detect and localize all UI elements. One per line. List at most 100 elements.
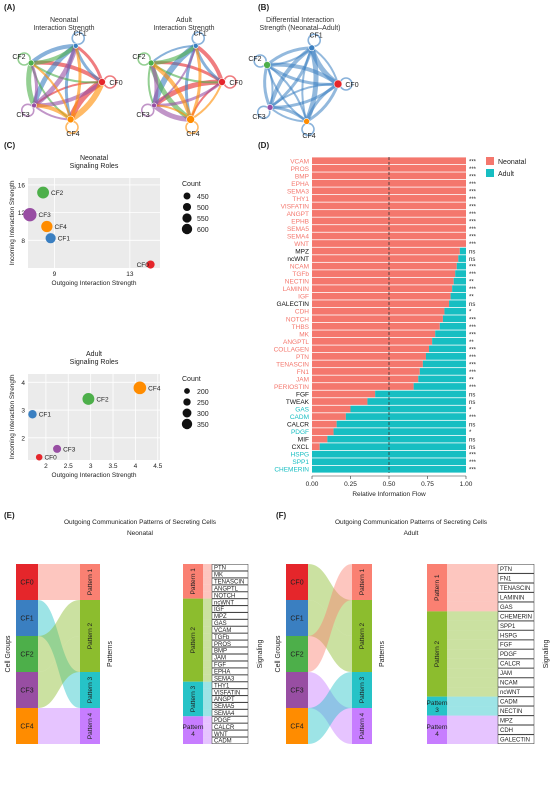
scatter-point-label: CF0	[44, 455, 57, 462]
sankey-pattern-node	[183, 598, 203, 682]
bar-segment-adult	[345, 413, 466, 420]
sankey-cell-group-label: CF2	[20, 652, 33, 659]
bar-significance-label: ***	[469, 460, 477, 466]
sankey-signal-flow	[447, 668, 498, 678]
bar-significance-label: ns	[469, 302, 475, 308]
bar-segment-adult	[449, 300, 466, 308]
sankey-signal-box	[211, 605, 249, 613]
sankey-pattern-label: Pattern 4	[87, 712, 94, 739]
bar-segment-neonatal	[312, 277, 454, 285]
bar-category-label: SEMA4	[287, 234, 309, 241]
bar-significance-label: **	[469, 377, 474, 383]
bar-x-tick: 0.00	[306, 481, 319, 488]
network-node-cf4	[186, 115, 195, 124]
network-self-loop	[256, 105, 271, 120]
bar-segment-neonatal	[312, 202, 466, 210]
bar-significance-label: ns	[469, 257, 475, 263]
bar-category-label: EPHB	[291, 218, 309, 225]
scatter-title: Signaling Roles	[70, 359, 119, 366]
sankey-subtitle: Neonatal	[127, 530, 154, 537]
bar-legend-swatch	[486, 169, 494, 177]
sankey-cell-group-label: CF1	[290, 616, 303, 623]
network-self-loop	[71, 31, 86, 46]
network-edge	[67, 79, 105, 123]
scatter-legend-title: Count	[182, 376, 201, 383]
sankey-signal-box	[497, 734, 535, 744]
bar-significance-label: ***	[469, 317, 477, 323]
bar-category-label: VCAM	[290, 158, 309, 165]
network-node-label: CF3	[16, 112, 29, 119]
scatter-y-tick: 8	[21, 238, 25, 245]
network-self-loop	[20, 103, 35, 118]
sankey-subtitle: Adult	[404, 530, 419, 537]
sankey-signal-flow	[203, 695, 212, 703]
bar-category-label: TWEAK	[286, 399, 310, 406]
sankey-signal-box	[497, 582, 535, 593]
bar-category-label: EPHA	[291, 181, 309, 188]
scatter-legend-label: 500	[197, 205, 209, 212]
sankey-signal-flow	[447, 592, 498, 602]
sankey-signal-box	[211, 702, 249, 710]
sankey-signal-label: GAS	[214, 621, 227, 627]
sankey-pattern-node	[352, 708, 372, 744]
network-self-loop	[140, 103, 155, 118]
bar-x-label: Relative Information Flow	[352, 491, 426, 498]
sankey-signal-label: PTN	[214, 566, 226, 572]
sankey-pattern-label: 3	[435, 707, 439, 714]
network-edge	[74, 44, 104, 84]
network-self-loop	[137, 52, 151, 66]
sankey-signal-flow	[203, 688, 212, 696]
sankey-signal-flow	[203, 654, 212, 661]
bar-segment-neonatal	[312, 292, 451, 300]
scatter-point-label: CF0	[137, 262, 150, 269]
bar-significance-label: ***	[469, 242, 477, 248]
sankey-title: Outgoing Communication Patterns of Secre…	[64, 519, 217, 526]
sankey-signal-box	[211, 626, 249, 634]
network-node-cf2	[147, 59, 155, 67]
bar-segment-adult	[350, 405, 466, 413]
bar-segment-neonatal	[312, 353, 426, 360]
sankey-signal-label: PDGF	[500, 652, 517, 658]
bar-category-label: PROS	[291, 166, 310, 173]
network-edge	[189, 81, 223, 121]
sankey-signal-label: VISFATIN	[214, 690, 240, 696]
sankey-signal-label: BMP	[214, 649, 227, 655]
sankey-pattern-node	[427, 611, 447, 697]
sankey-signal-flow	[203, 723, 212, 731]
bar-category-label: TENASCIN	[276, 361, 309, 368]
scatter-title: Adult	[86, 351, 102, 358]
scatter-point-cf4	[133, 381, 147, 395]
scatter-point-label: CF1	[39, 412, 52, 419]
sankey-signal-label: SEMA3	[214, 676, 235, 682]
network-node-label: CF0	[345, 82, 358, 89]
sankey-signal-flow	[203, 612, 212, 620]
scatter-legend-label: 450	[197, 194, 209, 201]
bar-significance-label: ***	[469, 385, 477, 391]
sankey-signal-flow	[203, 633, 212, 641]
bar-category-label: FGF	[296, 392, 309, 399]
bar-category-label: THBS	[292, 324, 310, 331]
bar-segment-adult	[453, 277, 466, 285]
bar-segment-adult	[419, 368, 466, 375]
bar-segment-neonatal	[312, 390, 376, 398]
sankey-pattern-label: 4	[435, 731, 439, 738]
scatter-x-tick: 9	[53, 271, 57, 278]
network-edge	[189, 81, 223, 121]
network-edge	[265, 46, 314, 67]
panel-tag-f: (F)	[276, 511, 287, 520]
network-title: Interaction Strength	[33, 25, 94, 32]
sankey-signal-flow	[447, 564, 498, 574]
bar-category-label: THY1	[292, 196, 309, 203]
bar-significance-label: *	[469, 310, 472, 316]
sankey-signal-box	[497, 725, 535, 735]
sankey-signal-box	[497, 620, 535, 631]
bar-category-label: MIF	[298, 437, 309, 444]
bar-segment-neonatal	[312, 337, 433, 345]
sankey-signal-flow	[203, 584, 212, 592]
scatter-legend-title: Count	[182, 181, 201, 188]
bar-significance-label: ***	[469, 219, 477, 225]
bar-segment-neonatal	[312, 255, 459, 262]
sankey-signal-label: GAS	[500, 605, 513, 611]
